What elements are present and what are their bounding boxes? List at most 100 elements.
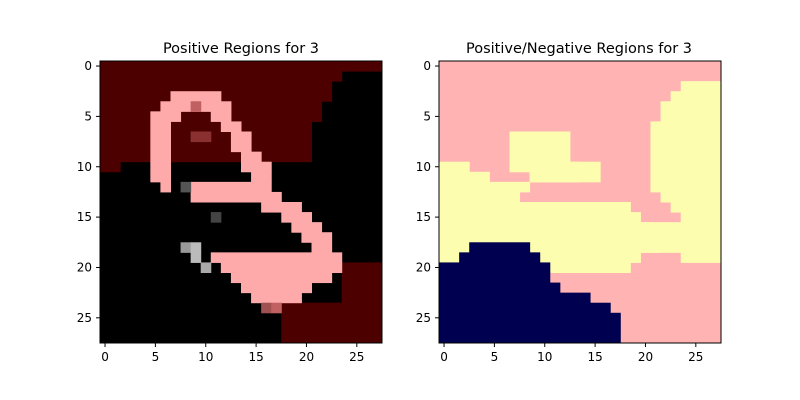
left-stroke-cell [160,181,171,193]
right-yellow-cell [680,252,722,263]
left-stroke-cell [301,232,333,243]
right-yellow-cell [439,202,631,213]
right-x-tick-label: 25 [688,350,703,364]
right-x-tick-label: 20 [638,350,653,364]
left-stroke-cell [170,91,222,102]
right-x-tick-label: 0 [440,350,448,364]
right-navy-cell [439,262,551,273]
right-yellow-cell [650,141,722,153]
right-yellow-cell [650,181,722,193]
left-stroke-cell [230,272,333,284]
right-yellow-cell [439,181,531,193]
left-stroke-cell [150,121,171,132]
left-shade-cell [180,181,192,193]
left-positive-cell [100,71,343,82]
right-x-tick-label: 15 [587,350,602,364]
left-positive-cell [100,61,383,72]
left-stroke-cell [291,222,323,233]
left-y-tick-label: 0 [84,59,92,73]
right-navy-cell [439,312,621,324]
right-navy-cell [439,272,551,284]
left-shade-cell [180,242,192,253]
left-positive-cell [100,151,312,163]
right-heatmap [439,61,722,344]
right-chart-title: Positive/Negative Regions for 3 [466,41,692,57]
right-y-tick-label: 25 [416,311,431,325]
right-yellow-cell [439,191,521,203]
right-y-tick-label: 15 [416,210,431,224]
left-x-tick-label: 10 [198,350,213,364]
left-stroke-cell [220,262,343,273]
right-x-tick-label: 10 [537,350,552,364]
left-y-tick-label: 20 [77,260,92,274]
right-axis-ticks: 0 5 10 15 20 25 0 5 10 15 20 25 [416,59,722,364]
right-navy-cell [459,252,541,263]
right-x-tick-label: 5 [491,350,499,364]
right-yellow-cell [640,222,702,253]
right-navy-cell [469,242,531,253]
right-navy-cell [439,332,621,344]
right-y-tick-label: 20 [416,260,431,274]
left-stroke-cell [210,111,232,122]
right-yellow-cell [509,151,571,163]
left-stroke-cell [150,111,182,122]
right-yellow-cell [670,91,722,102]
right-yellow-cell [680,81,722,92]
left-stroke-cell [190,191,282,203]
left-positive-cell [100,121,312,132]
left-shade-cell [190,242,202,253]
left-axis-ticks: 0 5 10 15 20 25 0 5 10 15 20 25 [77,59,383,364]
right-yellow-cell [529,161,601,183]
right-yellow-cell [509,141,571,153]
left-y-tick-label: 5 [84,109,92,123]
right-navy-cell [439,292,591,304]
right-yellow-cell [439,161,470,173]
left-stroke-cell [150,131,171,143]
left-heatmap [100,61,383,344]
left-stroke-cell [251,292,302,304]
right-yellow-cell [539,262,631,273]
left-shade-cell [210,212,222,223]
left-stroke-cell [210,252,343,263]
left-stroke-cell [311,242,333,253]
right-yellow-cell [439,212,641,223]
right-yellow-cell [660,101,722,112]
left-stroke-cell [241,161,272,173]
right-navy-cell [439,302,611,314]
right-yellow-cell [680,212,722,223]
right-yellow-cell [509,131,571,143]
left-shade-cell [190,131,202,143]
left-stroke-cell [261,202,302,213]
left-y-tick-label: 15 [77,210,92,224]
right-yellow-cell [439,222,651,233]
left-chart-title: Positive Regions for 3 [163,41,319,57]
left-stroke-cell [281,212,312,223]
left-shade-cell [190,101,202,112]
left-stroke-cell [241,282,312,294]
left-positive-cell [341,262,383,304]
left-shade-cell [190,252,202,263]
left-x-tick-label: 25 [349,350,364,364]
left-stroke-cell [220,121,242,132]
right-yellow-cell [439,171,490,183]
right-yellow-cell [650,151,722,163]
right-yellow-cell [660,191,722,203]
left-stroke-cell [230,141,252,153]
right-yellow-cell [439,232,651,243]
left-positive-cell [100,81,333,92]
left-shade-cell [200,262,212,273]
left-x-tick-label: 0 [101,350,109,364]
left-x-tick-label: 20 [299,350,314,364]
left-shade-cell [200,131,212,143]
left-stroke-cell [150,151,171,163]
left-y-tick-label: 10 [77,160,92,174]
right-yellow-cell [439,242,662,253]
right-yellow-cell [650,161,722,173]
left-axes-frame [99,60,383,344]
right-yellow-cell [650,121,722,132]
left-shade-cell [271,302,282,314]
right-y-tick-label: 0 [423,59,431,73]
right-y-tick-label: 10 [416,160,431,174]
right-yellow-cell [670,202,722,213]
